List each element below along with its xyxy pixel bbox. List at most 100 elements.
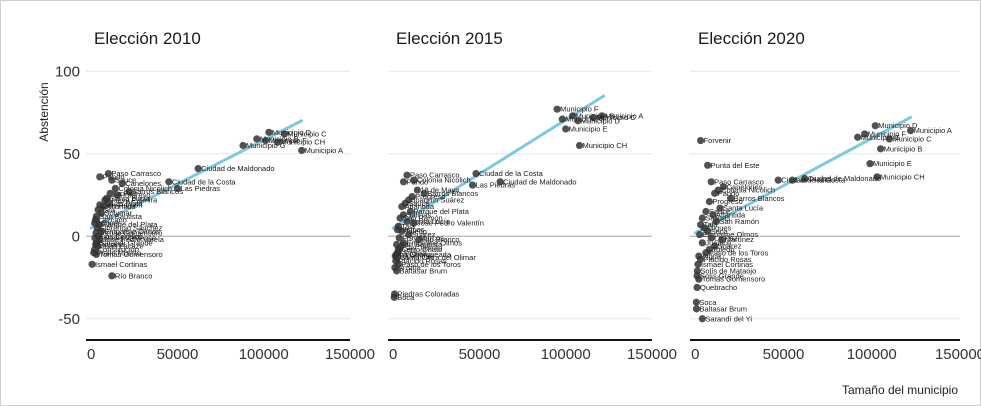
data-point: [403, 171, 411, 179]
data-point: [702, 207, 710, 216]
point-label: Tomás Gomensoro: [702, 275, 765, 284]
point-label: Municipio F: [268, 136, 307, 145]
data-point: [405, 231, 413, 239]
point-label: Punta del Este: [711, 161, 760, 170]
point-label: Las Piedras: [180, 184, 220, 193]
point-label: San Bautista: [400, 240, 443, 249]
x-tick-label: 100000: [541, 346, 591, 363]
data-point: [698, 214, 706, 222]
panel-title: Elección 2020: [698, 29, 805, 48]
point-label: Río Branco: [115, 271, 153, 280]
data-point: [801, 174, 809, 183]
y-tick-label: 100: [55, 63, 80, 80]
data-point: [496, 178, 504, 186]
data-point: [165, 178, 173, 186]
point-label: Forvenir: [704, 136, 732, 145]
data-point: [261, 136, 270, 145]
point-label: Plácido Rosas: [704, 255, 752, 264]
point-label: Ansina: [398, 263, 422, 272]
data-point: [702, 249, 710, 257]
data-point: [88, 260, 96, 268]
point-label: Soca: [711, 227, 729, 236]
point-label: Ismael Cortinas: [95, 260, 147, 269]
point-label: Municipio D: [581, 116, 621, 125]
data-point: [239, 141, 247, 150]
data-point: [788, 176, 796, 184]
point-label: Lazcano: [98, 215, 126, 224]
point-label: Municipio G: [861, 133, 901, 142]
point-label: Parque del Plata: [413, 207, 469, 216]
x-tick-label: 150000: [325, 346, 375, 363]
data-point: [704, 227, 712, 235]
data-point: [707, 234, 715, 242]
point-label: Vergara: [400, 248, 427, 257]
point-label: Baltasar Brum: [700, 304, 748, 313]
point-label: Piedras Coloradas: [398, 290, 460, 299]
point-label: Ciudad de Maldonado: [808, 174, 881, 183]
point-label: Joaquín Suárez: [412, 195, 465, 204]
data-point: [716, 204, 724, 212]
point-label: Plácido Rosas: [399, 257, 447, 266]
data-point: [718, 235, 726, 244]
data-point: [468, 181, 477, 189]
data-point: [707, 178, 715, 186]
point-label: Ciudad de la Costa: [172, 177, 237, 186]
point-label: Sauce: [115, 176, 136, 185]
trend-line: [391, 94, 606, 230]
data-point: [885, 135, 894, 143]
point-label: Empalme Olmos: [407, 238, 463, 247]
point-label: 18 de Mayo: [420, 186, 459, 195]
point-label: Municipio C: [596, 113, 636, 122]
point-label: Juan Lacaze: [101, 242, 144, 251]
data-point: [575, 141, 584, 150]
point-label: Migues: [400, 225, 424, 234]
data-point: [280, 130, 289, 138]
data-point: [906, 127, 915, 135]
data-point: [298, 146, 306, 155]
y-tick-label: -50: [58, 311, 80, 328]
point-label: Martínez: [725, 235, 754, 244]
point-label: Barros Blancos: [132, 187, 183, 196]
data-point: [871, 122, 879, 130]
x-tick-label: 50000: [157, 346, 199, 363]
point-label: Tala: [101, 205, 116, 214]
point-label: Municipio A: [605, 111, 643, 120]
data-point: [704, 161, 712, 169]
x-tick-label: 150000: [935, 346, 981, 363]
data-point: [709, 211, 717, 219]
point-label: Toledo: [712, 245, 734, 254]
point-label: Tala: [401, 222, 416, 231]
point-label: Municipio A: [914, 126, 952, 135]
point-label: Colonia Nicolich: [417, 176, 471, 185]
x-tick-label: 0: [389, 346, 397, 363]
data-point: [774, 176, 782, 184]
data-point: [705, 198, 714, 206]
x-tick-label: 100000: [847, 346, 897, 363]
data-point: [719, 183, 728, 191]
data-point: [410, 219, 418, 227]
panel-2: Elección 2015 0 50000 100000 150000 Municipio…: [388, 29, 677, 363]
data-point: [92, 250, 100, 258]
point-label: San Ramón: [403, 214, 443, 223]
data-point: [562, 125, 570, 133]
data-point: [861, 130, 869, 138]
data-point: [393, 267, 401, 275]
point-label: Ciudad de la Costa: [479, 169, 544, 178]
point-label: San Bautista: [99, 212, 142, 221]
point-label: Cerro Chato: [401, 245, 442, 254]
point-label: Soca: [699, 298, 717, 307]
point-label: Progreso: [712, 197, 742, 206]
data-point: [273, 138, 282, 146]
data-point: [866, 160, 874, 168]
point-label: Barros Blancos: [427, 189, 478, 198]
data-point: [104, 199, 113, 207]
y-tick-label: 50: [63, 146, 80, 163]
point-label: Nueva Palmira: [108, 195, 158, 204]
data-point: [413, 186, 421, 194]
point-label: Paso Carrasco: [410, 171, 460, 180]
data-point: [111, 184, 119, 192]
point-label: Municipio E: [873, 159, 912, 168]
data-point: [569, 112, 577, 120]
x-tick-label: 50000: [459, 346, 501, 363]
